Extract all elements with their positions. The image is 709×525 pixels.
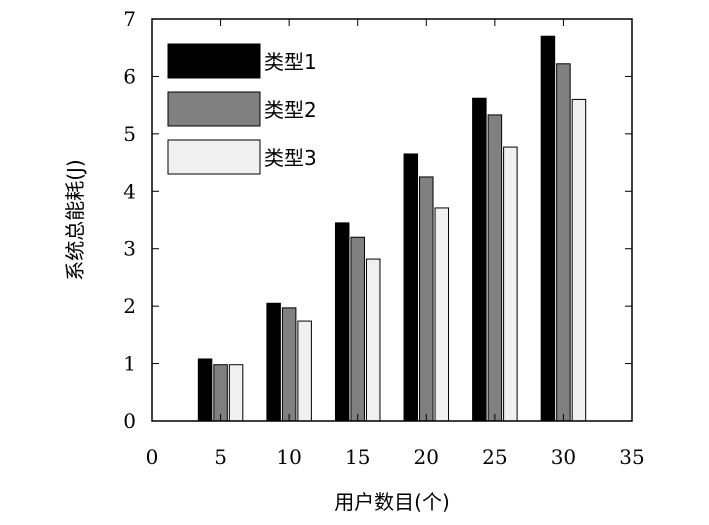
- x-tick-label: 10: [276, 445, 301, 469]
- x-tick-label: 0: [146, 445, 159, 469]
- bar-series3-x30: [571, 98, 587, 422]
- bar-series3-x5: [228, 364, 244, 422]
- legend-swatch-series3: [167, 139, 261, 175]
- y-tick-label: 5: [123, 122, 136, 146]
- x-tick-label: 25: [482, 445, 507, 469]
- bar-series3-x20: [434, 207, 450, 422]
- y-tick-label: 4: [123, 179, 136, 203]
- y-tick-label: 0: [123, 409, 136, 433]
- bar-series1-x20: [403, 153, 419, 422]
- legend-label-series1: 类型1: [264, 50, 317, 74]
- legend-label-series2: 类型2: [264, 98, 317, 122]
- y-tick-label: 3: [123, 237, 136, 261]
- legend: 类型1 类型2 类型3: [167, 43, 317, 175]
- bar-series2-x15: [350, 236, 365, 422]
- bars-group: [197, 35, 587, 422]
- x-tick-label: 15: [345, 445, 370, 469]
- x-tick-label: 35: [619, 445, 644, 469]
- bar-series2-x25: [487, 114, 503, 422]
- bar-series3-x15: [365, 258, 381, 422]
- bar-series2-x30: [556, 63, 571, 422]
- y-tick-label: 6: [123, 64, 136, 88]
- bar-series2-x10: [281, 307, 297, 422]
- legend-label-series3: 类型3: [264, 146, 317, 170]
- y-axis-title: 系统总能耗(J): [63, 159, 87, 281]
- legend-swatch-series1: [167, 43, 261, 79]
- bar-series1-x15: [334, 222, 350, 422]
- bar-series1-x30: [540, 35, 556, 422]
- legend-swatch-series2: [167, 91, 261, 127]
- plot-frame: [151, 18, 633, 422]
- bar-series2-x5: [213, 364, 228, 422]
- bar-series1-x25: [472, 97, 487, 422]
- bar-series1-x10: [266, 302, 281, 422]
- x-tick-label: 5: [214, 445, 227, 469]
- bar-series2-x20: [419, 176, 434, 422]
- bar-series1-x5: [197, 358, 213, 422]
- y-tick-label: 7: [123, 7, 136, 31]
- x-tick-label: 30: [551, 445, 576, 469]
- x-axis-title: 用户数目(个): [334, 490, 450, 514]
- y-tick-label: 1: [123, 352, 136, 376]
- bar-series3-x10: [297, 320, 312, 422]
- y-tick-label: 2: [123, 294, 136, 318]
- bar-series3-x25: [503, 146, 518, 422]
- x-tick-label: 20: [414, 445, 439, 469]
- ticks-group: 0 5 10 15 20 25 30 35 0 1 2 3 4 5 6 7: [123, 7, 644, 469]
